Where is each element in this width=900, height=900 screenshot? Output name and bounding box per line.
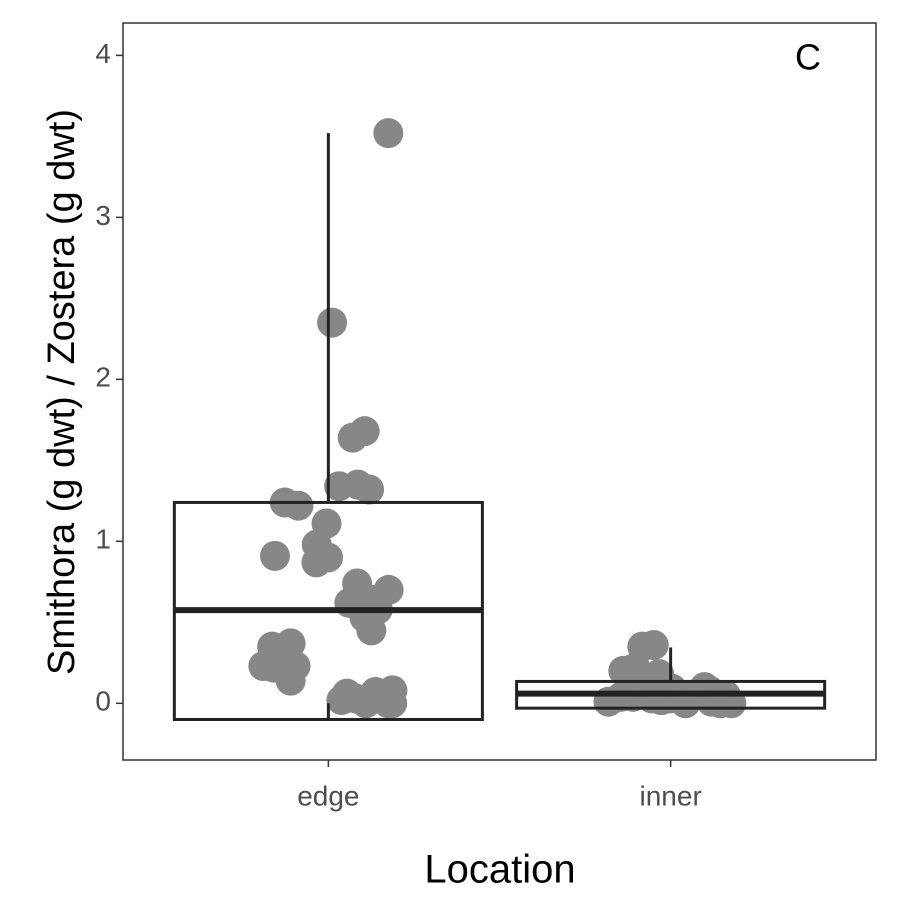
y-tick-label: 0 [95,686,111,717]
plot-border [122,22,877,761]
data-point [350,688,381,719]
data-point [259,540,290,571]
data-point [283,490,314,521]
panel-annotation: C [795,37,821,78]
data-point [324,471,355,502]
data-point [354,474,385,505]
data-point [275,665,306,696]
x-tick-label: inner [640,780,702,811]
y-tick-label: 1 [95,524,111,555]
x-tick-label: edge [297,780,359,811]
data-point [337,422,368,453]
y-tick-label: 4 [95,38,111,69]
x-axis-label: Location [424,848,575,892]
y-tick-label: 2 [95,362,111,393]
y-tick-label: 3 [95,200,111,231]
data-point [373,688,404,719]
data-point [317,307,348,338]
data-point [326,685,357,716]
y-axis-label: Smithora (g dwt) / Zostera (g dwt) [41,109,83,675]
data-point [356,615,387,646]
data-point [301,547,332,578]
data-point [373,118,404,149]
